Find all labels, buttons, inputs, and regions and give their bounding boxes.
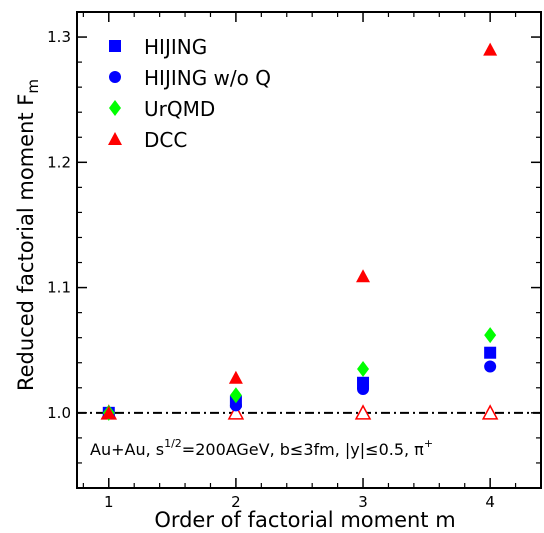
y-axis-label: Reduced factorial moment Fm [14,79,42,391]
annotation-part-b: =200AGeV, b [182,440,290,459]
x-axis-label: Order of factorial moment m [154,508,455,532]
data-point [484,360,497,373]
legend-label: HIJING [144,35,207,59]
y-tick-label: 1.2 [47,153,71,171]
data-point [356,269,371,283]
legend-marker [109,40,121,52]
annotation-pi-sup: + [424,437,433,450]
annotation-leq-1: ≤ [290,440,303,459]
y-axis-label-main: Reduced factorial moment F [14,94,38,391]
y-tick-label: 1.3 [47,28,71,46]
y-tick-label: 1.0 [47,404,71,422]
series-hijing-w-o-q [102,360,497,419]
legend-label: HIJING w/o Q [144,66,271,90]
open-triangle-point [481,404,499,420]
series-dcc [101,42,498,419]
data-series [100,42,499,421]
axis-ticks [77,11,542,489]
annotation-sup: 1/2 [164,437,182,450]
annotation-part-a: Au+Au, s [90,440,164,459]
plot-frame [76,11,542,489]
data-point [483,42,498,56]
legend-marker [109,71,121,83]
legend-marker [108,132,122,145]
series-hijing [102,346,497,419]
open-triangle-point [354,404,372,420]
plot-border [76,11,542,489]
y-tick-label: 1.1 [47,279,71,297]
legend-marker [109,100,121,116]
series-urqmd [102,327,497,421]
data-point [229,399,242,412]
data-point [357,383,370,396]
open-triangle-point [227,404,245,420]
annotation-leq-2: ≤ [365,440,378,459]
y-axis-label-subscript: m [24,79,42,94]
data-point [101,405,116,419]
x-tick-label: 1 [104,493,114,511]
x-tick-label: 4 [485,493,495,511]
annotation-part-d: 0.5, π [379,440,425,459]
data-point [484,346,497,359]
data-point [229,387,242,404]
legend: HIJING HIJING w/o Q UrQMD DCC [108,35,271,152]
x-tick-label: 3 [358,493,368,511]
tick-labels: 1 2 3 4 1.0 1.1 1.2 1.3 [47,28,495,511]
x-tick-label: 2 [231,493,241,511]
data-point [357,361,370,377]
annotation-part-c: 3fm, |y| [303,440,365,459]
annotation-text: Au+Au, s1/2=200AGeV, b≤3fm, |y|≤0.5, π+ [90,437,433,459]
data-point [484,327,497,344]
legend-label: UrQMD [144,97,215,121]
data-point [228,370,243,384]
legend-label: DCC [144,128,187,152]
